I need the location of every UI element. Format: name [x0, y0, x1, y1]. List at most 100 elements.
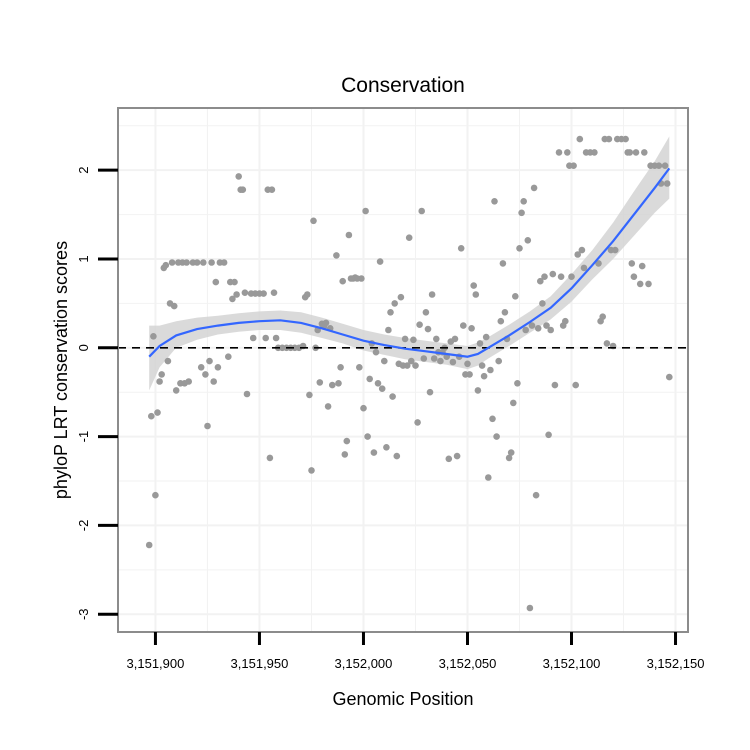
data-point	[499, 260, 507, 267]
data-point	[472, 291, 480, 298]
confidence-ribbon	[149, 136, 670, 391]
data-point	[170, 302, 178, 310]
data-point	[572, 381, 579, 389]
data-point	[645, 280, 652, 288]
data-point	[414, 419, 421, 426]
y-tick-label: -1	[76, 431, 91, 443]
data-point	[524, 237, 532, 244]
y-tick-label: -3	[76, 608, 91, 620]
data-point	[249, 334, 257, 342]
data-point	[501, 309, 509, 316]
data-point	[183, 259, 190, 266]
y-tick-label: 1	[76, 255, 91, 262]
data-point	[358, 275, 365, 282]
data-point	[376, 258, 384, 265]
data-point	[518, 209, 525, 217]
data-point	[389, 393, 396, 400]
data-point	[366, 375, 374, 383]
data-point	[329, 381, 336, 389]
data-point	[145, 541, 153, 549]
data-point	[474, 387, 482, 394]
data-point	[426, 388, 434, 396]
data-point	[445, 455, 453, 463]
data-point	[537, 277, 544, 285]
data-point	[156, 378, 163, 385]
data-point	[557, 273, 565, 281]
data-point	[562, 317, 569, 325]
data-point	[632, 149, 640, 156]
data-point	[372, 348, 380, 356]
y-axis-title: phyloP LRT conservation scores	[51, 241, 71, 499]
data-point	[470, 282, 478, 289]
x-axis-title: Genomic Position	[332, 689, 473, 709]
data-point	[162, 261, 170, 269]
data-point	[460, 322, 467, 329]
data-point	[148, 412, 155, 420]
y-axis: -3 -2 -1 0 1 2	[76, 167, 118, 620]
data-point	[172, 387, 180, 394]
data-point	[220, 259, 228, 266]
data-point	[210, 378, 217, 385]
data-point	[214, 364, 222, 371]
grid-lines	[118, 108, 688, 632]
data-point	[666, 373, 673, 381]
smooth-fit-line	[148, 167, 671, 358]
data-point	[489, 415, 496, 423]
data-point	[505, 454, 513, 462]
data-point	[185, 378, 192, 385]
data-point	[570, 162, 577, 169]
data-point	[197, 364, 205, 371]
data-point	[512, 293, 519, 300]
y-tick-label: 2	[76, 167, 91, 174]
x-tick-label: 3,152,000	[335, 656, 393, 671]
data-point	[324, 403, 332, 410]
data-point	[622, 135, 629, 143]
data-point	[430, 355, 438, 362]
data-point	[520, 198, 527, 205]
smooth-fit-layer	[148, 167, 671, 358]
data-point	[539, 300, 546, 307]
data-point	[549, 270, 557, 278]
data-point	[661, 162, 669, 169]
data-point	[397, 293, 405, 301]
data-point	[541, 273, 548, 281]
data-point	[168, 259, 176, 266]
data-point	[233, 291, 240, 298]
data-point	[158, 371, 165, 378]
data-point	[260, 290, 267, 297]
data-point	[362, 207, 369, 215]
data-point	[595, 260, 602, 267]
data-point	[272, 334, 280, 342]
data-point	[337, 364, 344, 371]
data-point	[405, 234, 413, 241]
data-point	[316, 379, 324, 386]
x-axis: 3,151,900 3,151,950 3,152,000 3,152,050 3,15…	[127, 632, 705, 671]
data-point	[378, 385, 386, 393]
data-point	[433, 335, 440, 343]
x-tick-label: 3,151,950	[231, 656, 289, 671]
data-point	[364, 433, 371, 440]
data-point	[200, 259, 207, 266]
data-point	[630, 273, 638, 281]
x-tick-label: 3,152,150	[647, 656, 705, 671]
data-point	[603, 340, 611, 347]
data-point	[626, 149, 634, 156]
data-point	[243, 390, 251, 398]
data-point	[437, 357, 444, 365]
data-point	[381, 357, 388, 365]
data-point	[416, 321, 423, 329]
data-point	[547, 326, 554, 334]
data-point	[304, 291, 311, 298]
data-point	[491, 198, 498, 205]
data-point	[545, 431, 552, 439]
data-point	[574, 251, 581, 258]
data-point	[410, 336, 417, 344]
data-point	[453, 452, 461, 460]
data-point	[306, 391, 313, 399]
data-point	[478, 362, 486, 369]
data-point	[543, 322, 550, 329]
data-point	[466, 371, 473, 378]
data-point	[374, 380, 382, 387]
data-point	[482, 333, 490, 341]
data-point	[225, 353, 232, 361]
